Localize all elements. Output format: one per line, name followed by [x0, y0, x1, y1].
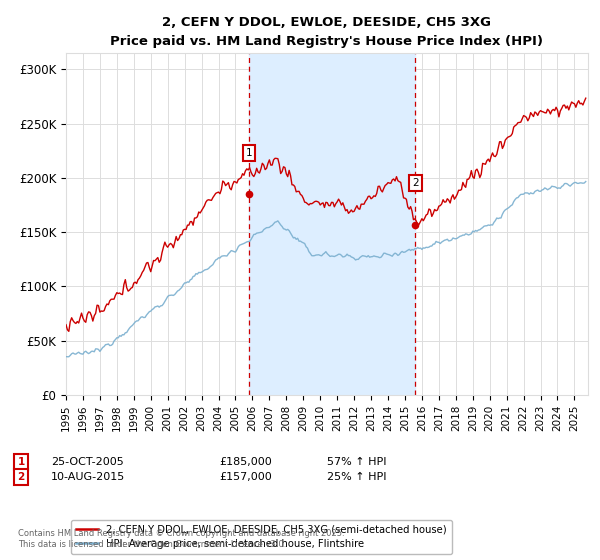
Text: 2: 2 [412, 178, 419, 188]
Text: 25-OCT-2005: 25-OCT-2005 [51, 457, 124, 467]
Text: 10-AUG-2015: 10-AUG-2015 [51, 472, 125, 482]
Bar [249, 53, 415, 395]
Text: 1: 1 [246, 148, 253, 158]
Title: 2, CEFN Y DDOL, EWLOE, DEESIDE, CH5 3XG
Price paid vs. HM Land Registry's House : 2, CEFN Y DDOL, EWLOE, DEESIDE, CH5 3XG … [110, 16, 544, 48]
Text: 57% ↑ HPI: 57% ↑ HPI [327, 457, 386, 467]
Text: £157,000: £157,000 [219, 472, 272, 482]
Legend: 2, CEFN Y DDOL, EWLOE, DEESIDE, CH5 3XG (semi-detached house), HPI: Average pric: 2, CEFN Y DDOL, EWLOE, DEESIDE, CH5 3XG … [71, 520, 452, 554]
Text: Contains HM Land Registry data © Crown copyright and database right 2025.
This d: Contains HM Land Registry data © Crown c… [18, 529, 344, 549]
Text: £185,000: £185,000 [219, 457, 272, 467]
Text: 2: 2 [17, 472, 25, 482]
Text: 1: 1 [17, 457, 25, 467]
Text: 25% ↑ HPI: 25% ↑ HPI [327, 472, 386, 482]
